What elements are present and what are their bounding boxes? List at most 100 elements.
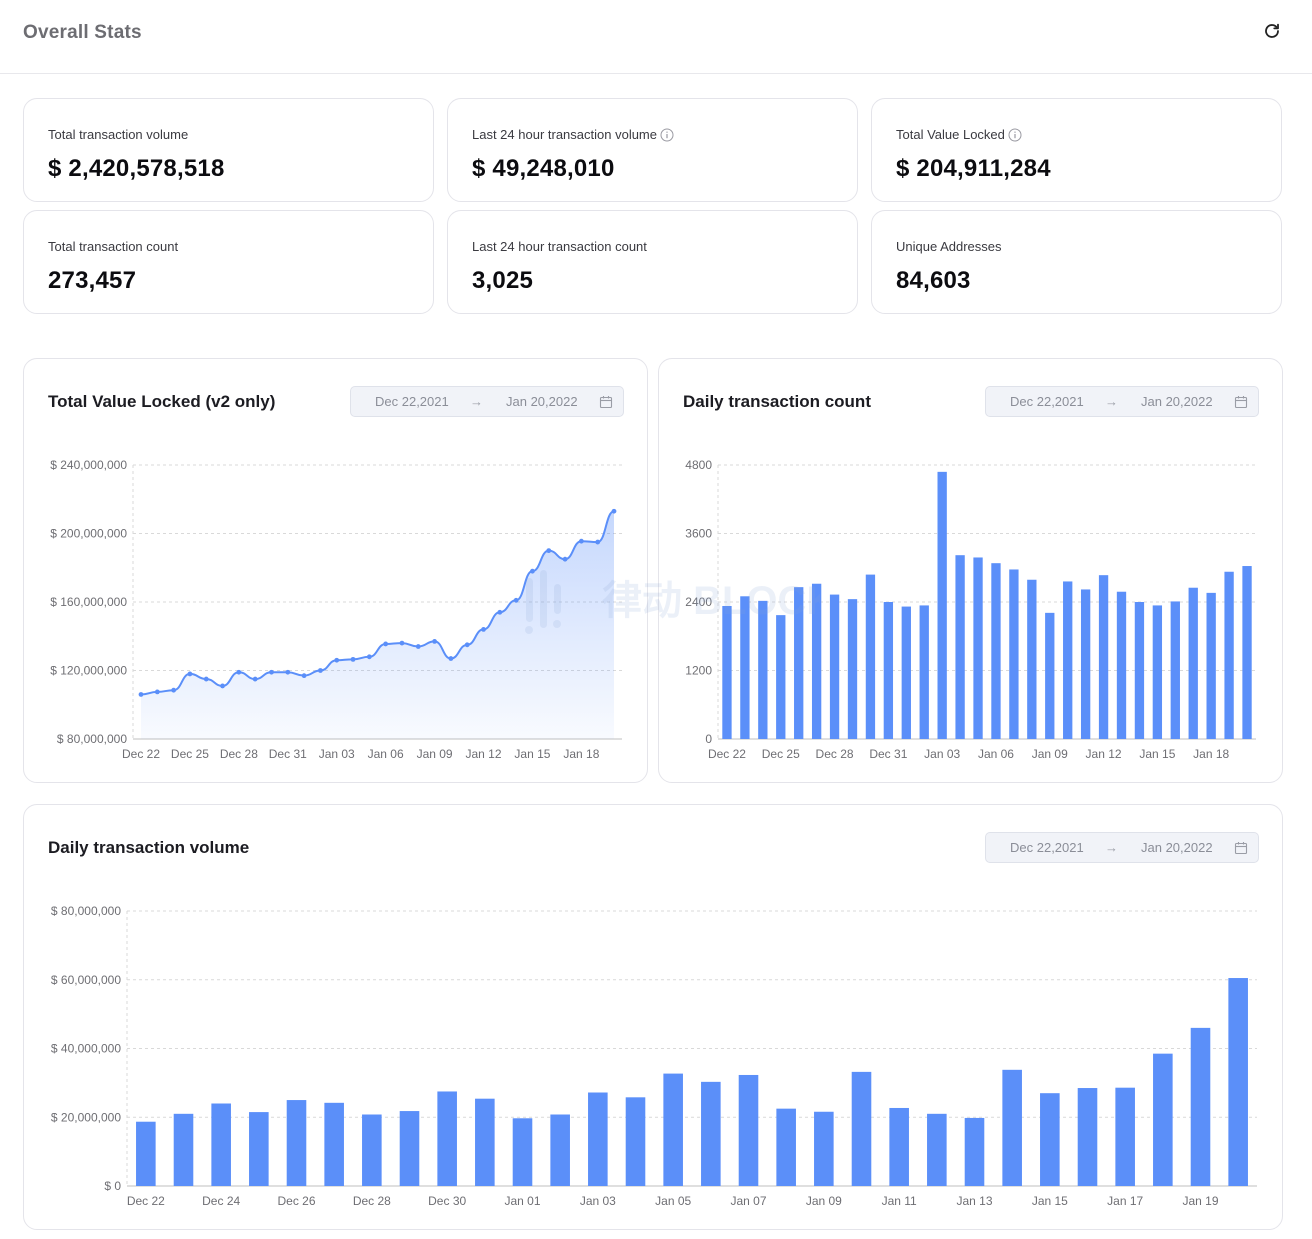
bar (814, 1111, 834, 1186)
arrow-right-icon: → (470, 394, 483, 409)
bar (1045, 612, 1055, 739)
stat-label-text: Last 24 hour transaction count (472, 239, 647, 254)
bar (955, 555, 965, 739)
data-point (399, 640, 405, 646)
calendar-icon (1234, 842, 1248, 855)
info-icon[interactable] (660, 128, 674, 142)
chart-title: Total Value Locked (v2 only) (48, 392, 276, 411)
y-tick-label: $ 240,000,000 (50, 458, 127, 472)
bar (475, 1098, 495, 1186)
y-tick-label: $ 0 (104, 1179, 121, 1193)
data-point (252, 676, 258, 682)
bar (1170, 601, 1180, 739)
stat-label: Total transaction volume (48, 127, 188, 142)
chart-card-count: Daily transaction count Dec 22,2021 → Ja… (658, 358, 1283, 783)
y-tick-label: $ 40,000,000 (51, 1042, 121, 1056)
stat-label: Total transaction count (48, 239, 178, 254)
date-range-picker[interactable]: Dec 22,2021 → Jan 20,2022 (985, 386, 1259, 417)
x-tick-label: Jan 07 (730, 1194, 766, 1208)
bar (588, 1092, 608, 1186)
bar (1152, 605, 1163, 739)
bar (776, 1108, 796, 1186)
info-icon[interactable] (1008, 128, 1022, 142)
bar (1242, 566, 1252, 739)
date-start: Dec 22,2021 (1010, 394, 1084, 409)
x-tick-label: Dec 30 (428, 1194, 466, 1208)
stat-label-text: Last 24 hour transaction volume (472, 127, 657, 142)
bar (324, 1102, 344, 1186)
data-point (481, 627, 486, 632)
bar (1027, 579, 1037, 739)
bar (1206, 592, 1216, 739)
x-tick-label: Dec 31 (269, 747, 307, 761)
x-tick-label: Dec 28 (220, 747, 258, 761)
data-point (187, 671, 193, 677)
y-tick-label: $ 120,000,000 (50, 664, 127, 678)
bar (991, 563, 1001, 739)
stat-label-text: Total Value Locked (896, 127, 1005, 142)
stat-card-total-count: Total transaction count 273,457 (23, 210, 434, 314)
bar (1009, 569, 1019, 739)
y-tick-label: $ 20,000,000 (51, 1110, 121, 1124)
y-tick-label: $ 80,000,000 (51, 904, 121, 918)
chart-title: Daily transaction volume (48, 838, 250, 857)
data-point (203, 676, 209, 682)
x-tick-label: Jan 03 (924, 747, 960, 761)
date-start: Dec 22,2021 (1010, 840, 1084, 855)
data-point (285, 669, 291, 675)
bar (1002, 1069, 1022, 1186)
x-tick-label: Dec 31 (869, 747, 907, 761)
data-point (513, 597, 519, 603)
bar (1077, 1088, 1098, 1186)
bar (1098, 575, 1109, 739)
x-tick-label: Dec 28 (353, 1194, 391, 1208)
data-point (350, 656, 356, 662)
bar (1188, 587, 1198, 739)
data-point (432, 638, 437, 644)
bar (937, 471, 947, 739)
x-tick-label: Jan 19 (1182, 1194, 1218, 1208)
bar (663, 1073, 683, 1186)
bar (211, 1103, 231, 1186)
bar (964, 1117, 985, 1186)
bar (738, 1074, 759, 1186)
stat-label: Unique Addresses (896, 239, 1002, 254)
x-tick-label: Jan 01 (504, 1194, 540, 1208)
bar (136, 1121, 156, 1186)
x-tick-label: Jan 05 (655, 1194, 691, 1208)
x-tick-label: Dec 25 (762, 747, 800, 761)
data-point (464, 642, 470, 648)
data-point (318, 668, 323, 673)
bar (437, 1091, 457, 1186)
bar (973, 557, 983, 739)
bar (758, 600, 768, 739)
bar (927, 1113, 947, 1186)
y-tick-label: $ 160,000,000 (50, 595, 127, 609)
calendar-icon (599, 396, 613, 409)
x-tick-label: Jan 09 (806, 1194, 842, 1208)
bar (919, 605, 929, 739)
data-point (236, 669, 242, 675)
stat-label-text: Unique Addresses (896, 239, 1002, 254)
data-point (301, 673, 307, 679)
arrow-right-icon: → (1105, 840, 1118, 855)
date-range-picker[interactable]: Dec 22,2021 → Jan 20,2022 (985, 832, 1259, 863)
stat-value: $ 2,420,578,518 (48, 155, 225, 182)
x-tick-label: Dec 28 (816, 747, 854, 761)
y-tick-label: $ 60,000,000 (51, 973, 121, 987)
date-range-picker[interactable]: Dec 22,2021 → Jan 20,2022 (350, 386, 624, 417)
bar (512, 1118, 533, 1186)
data-point (171, 687, 177, 693)
bar (1153, 1053, 1173, 1186)
bar (722, 605, 732, 739)
bar (883, 602, 894, 739)
bar (901, 606, 911, 739)
calendar-icon (1234, 396, 1248, 409)
chart-card-volume: Daily transaction volume Dec 22,2021 → J… (23, 804, 1283, 1230)
arrow-right-icon: → (1105, 394, 1118, 409)
refresh-button[interactable] (1259, 18, 1285, 44)
stat-card-24h-volume: Last 24 hour transaction volume $ 49,248… (447, 98, 858, 202)
stat-label-text: Total transaction volume (48, 127, 189, 142)
data-point (611, 508, 617, 514)
